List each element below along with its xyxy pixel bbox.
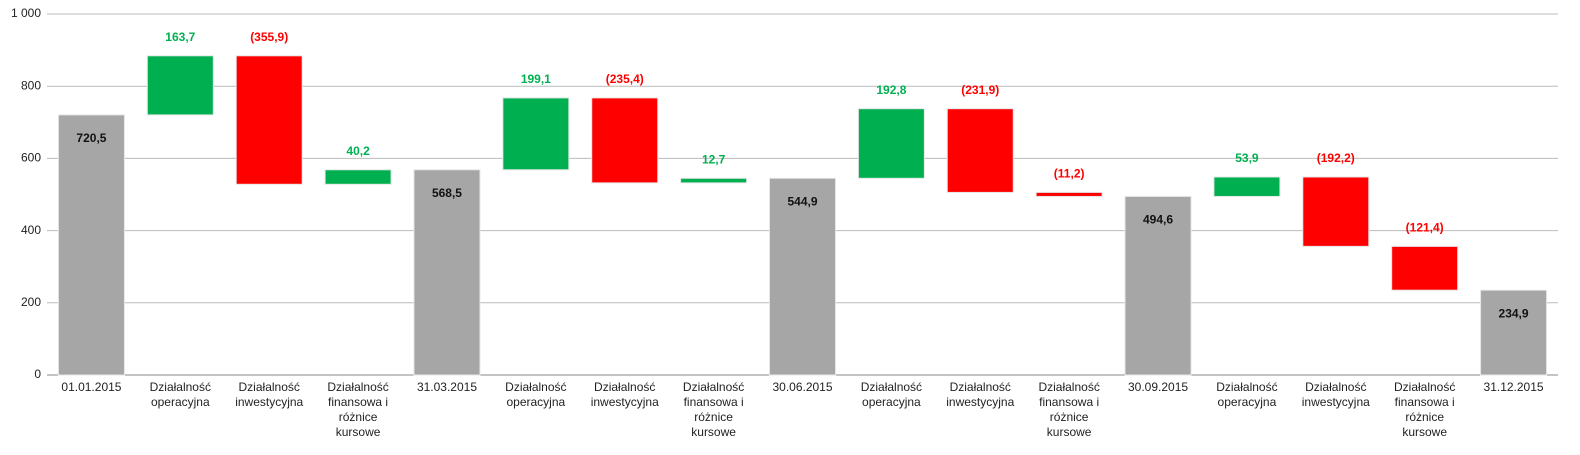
- bar: [1302, 176, 1370, 247]
- value-label: 720,5: [76, 131, 106, 145]
- value-label: 12,7: [702, 152, 726, 166]
- y-tick-label: 0: [34, 367, 41, 381]
- y-tick-label: 800: [21, 78, 41, 92]
- value-label: (235,4): [606, 72, 644, 86]
- x-tick-label: Działalność operacyjna: [860, 380, 923, 409]
- value-label: 544,9: [787, 194, 817, 208]
- bar: [946, 108, 1014, 193]
- bar: [57, 114, 125, 376]
- value-label: (121,4): [1406, 221, 1444, 235]
- value-label: 192,8: [876, 83, 906, 97]
- bar: [591, 97, 659, 184]
- x-tick-label: Działalność inwestycyjna: [946, 380, 1015, 409]
- value-label: (11,2): [1054, 167, 1085, 181]
- x-tick-label: 30.09.2015: [1127, 380, 1189, 394]
- bar: [1480, 289, 1548, 376]
- value-label: 163,7: [165, 30, 195, 44]
- bar: [1035, 191, 1103, 197]
- x-tick-label: Działalność finansowa i różnice kursowe: [682, 380, 745, 439]
- value-label: (355,9): [250, 30, 288, 44]
- x-tick-label: Działalność finansowa i różnice kursowe: [327, 380, 389, 439]
- x-tick-label: 31.12.2015: [1483, 380, 1544, 394]
- bar: [413, 169, 481, 376]
- bar: [1124, 195, 1192, 376]
- value-label: (192,2): [1317, 151, 1355, 165]
- bar: [1213, 176, 1281, 197]
- value-label: 199,1: [521, 72, 551, 86]
- value-label: 234,9: [1499, 306, 1529, 320]
- value-label: 494,6: [1143, 213, 1173, 227]
- value-label: 568,5: [432, 186, 462, 200]
- bar: [502, 97, 570, 171]
- x-tick-label: Działalność inwestycyjna: [590, 380, 659, 409]
- bar: [769, 177, 836, 376]
- x-tick-label: 30.06.2015: [772, 380, 833, 394]
- bar: [857, 108, 925, 179]
- bar: [235, 55, 303, 185]
- x-tick-label: Działalność operacyjna: [505, 380, 567, 409]
- bar: [680, 177, 748, 184]
- y-tick-label: 200: [21, 295, 41, 309]
- y-tick-label: 1 000: [11, 6, 41, 20]
- x-tick-label: 31.03.2015: [416, 380, 477, 394]
- value-label: 53,9: [1235, 151, 1259, 165]
- bar: [324, 169, 392, 185]
- x-tick-label: 01.01.2015: [61, 380, 122, 394]
- bar: [1391, 245, 1459, 291]
- value-label: 40,2: [346, 144, 370, 158]
- y-tick-label: 600: [21, 151, 41, 165]
- x-tick-label: Działalność inwestycyjna: [235, 380, 304, 409]
- x-tick-label: Działalność operacyjna: [1216, 380, 1278, 409]
- x-tick-label: Działalność finansowa i różnice kursowe: [1038, 380, 1100, 439]
- x-tick-label: Działalność inwestycyjna: [1301, 380, 1370, 409]
- bar: [146, 55, 214, 116]
- y-tick-label: 400: [21, 223, 41, 237]
- value-label: (231,9): [961, 83, 999, 97]
- x-tick-label: Działalność operacyjna: [149, 380, 211, 409]
- x-tick-label: Działalność finansowa i różnice kursowe: [1393, 380, 1456, 439]
